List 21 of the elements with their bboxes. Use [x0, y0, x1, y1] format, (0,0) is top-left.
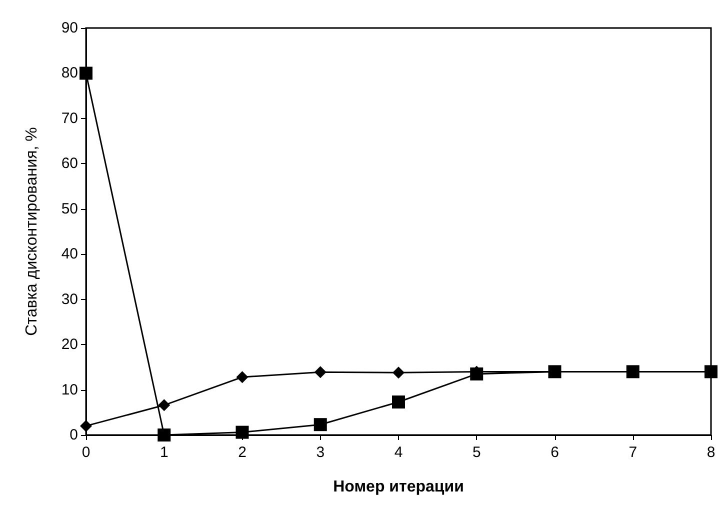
x-tick-label: 5 [472, 444, 481, 461]
x-tick-label: 6 [550, 444, 559, 461]
x-tick-label: 0 [82, 444, 90, 461]
x-axis-title: Номер итерации [333, 478, 464, 496]
y-tick-label: 50 [61, 200, 78, 218]
y-tick-label: 10 [61, 381, 78, 398]
x-tick-label: 7 [628, 444, 638, 461]
y-tick-label: 60 [61, 155, 78, 172]
x-tick-label: 8 [706, 444, 716, 461]
y-axis-title: Ставка дисконтирования, % [24, 127, 40, 336]
x-tick-label: 2 [238, 444, 246, 461]
y-tick-label: 20 [61, 336, 78, 354]
x-tick-label: 3 [316, 444, 325, 461]
x-tick-label: 1 [160, 444, 168, 461]
y-tick-label: 0 [70, 426, 78, 444]
x-tick-label: 4 [394, 444, 403, 461]
y-tick-label: 70 [61, 110, 78, 127]
y-tick-label: 80 [61, 64, 78, 82]
y-tick-label: 90 [61, 20, 78, 36]
y-tick-label: 40 [61, 246, 78, 263]
y-tick-label: 30 [61, 290, 78, 308]
